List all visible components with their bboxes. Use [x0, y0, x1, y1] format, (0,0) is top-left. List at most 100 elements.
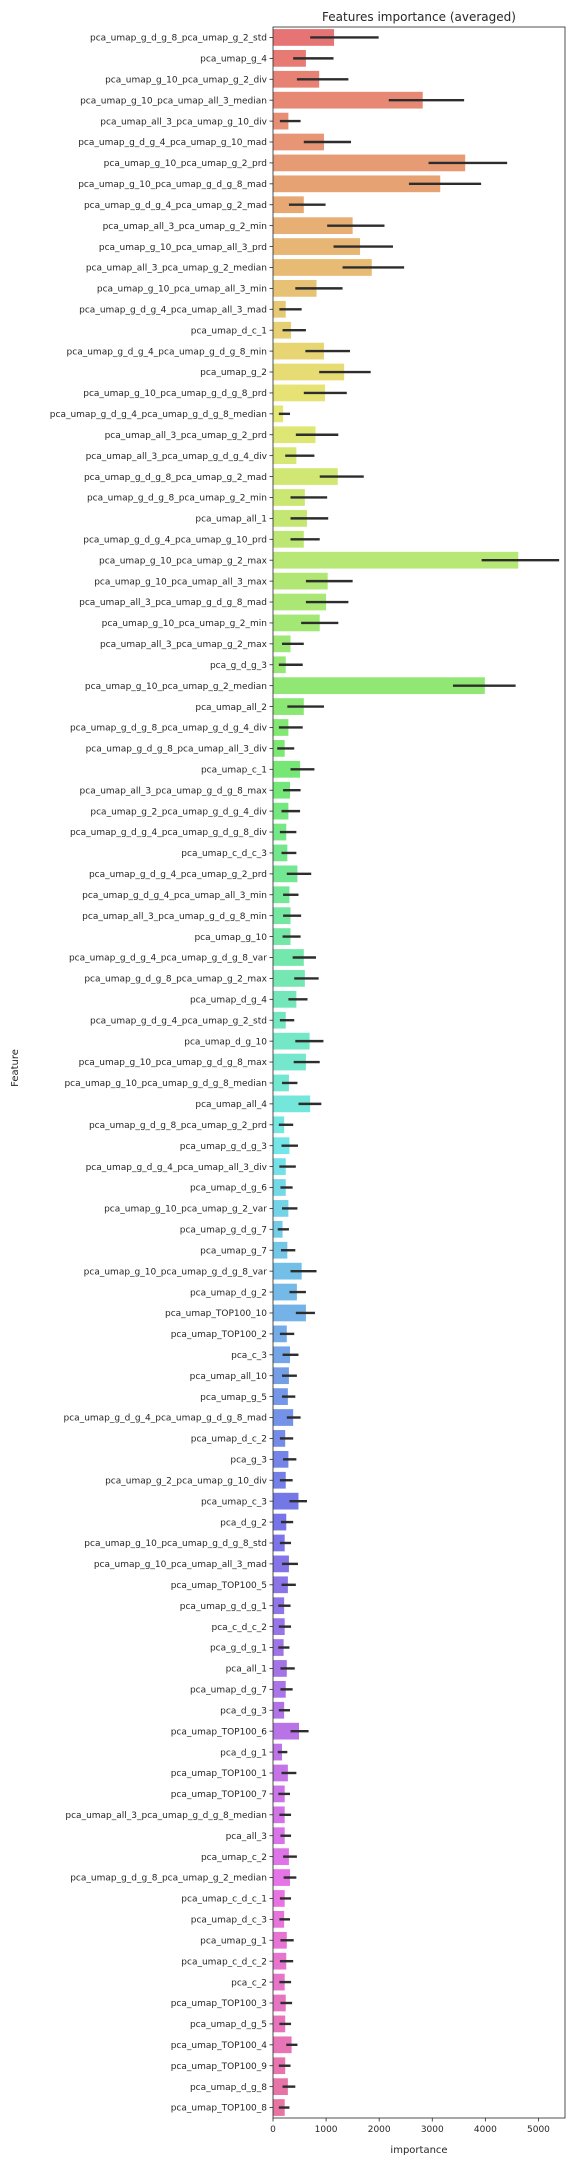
- bar: [273, 1576, 288, 1594]
- bar: [273, 321, 292, 339]
- bar: [273, 1513, 287, 1531]
- bar: [273, 510, 307, 527]
- y-tick-label: pca_umap_g_d_g_8_pca_umap_g_2_mad: [84, 473, 267, 483]
- bar: [273, 907, 291, 925]
- bar: [273, 1409, 294, 1426]
- y-tick-label: pca_umap_TOP100_1: [171, 1769, 267, 1779]
- bar: [273, 1179, 286, 1196]
- bar: [273, 823, 287, 841]
- y-tick-label: pca_umap_g_d_g_4_pca_umap_g_2_std: [90, 1016, 267, 1026]
- y-tick-label: pca_umap_all_2: [195, 703, 267, 713]
- y-tick-label: pca_umap_d_c_1: [191, 326, 267, 336]
- y-tick-label: pca_d_g_3: [220, 1706, 267, 1716]
- bar: [273, 426, 316, 444]
- y-tick-label: pca_d_g_1: [220, 1748, 267, 1758]
- y-tick-label: pca_umap_all_3_pca_umap_g_2_max: [100, 640, 268, 650]
- y-tick-label: pca_umap_g_10_pca_umap_g_d_g_8_mad: [78, 180, 267, 190]
- bar: [273, 29, 335, 46]
- y-tick-label: pca_umap_TOP100_7: [171, 1790, 267, 1800]
- y-tick-labels: pca_umap_g_d_g_8_pca_umap_g_2_std pca_uma…: [50, 34, 273, 2114]
- y-tick-label: pca_umap_g_d_g_4_pca_umap_all_3_div: [86, 1163, 268, 1173]
- y-tick-label: pca_umap_all_1: [195, 515, 267, 525]
- y-tick-label: pca_umap_all_10: [190, 1372, 268, 1382]
- bar: [273, 1241, 288, 1259]
- y-tick-label: pca_umap_all_3_pca_umap_g_d_g_8_min: [82, 912, 267, 922]
- y-tick-label: pca_umap_g_d_g_4_pca_umap_all_3_min: [82, 891, 267, 901]
- y-tick-label: pca_umap_TOP100_6: [171, 1727, 268, 1737]
- y-tick-label: pca_umap_c_d_c_2: [181, 1957, 267, 1967]
- bar: [273, 2015, 286, 2033]
- bar: [273, 1346, 290, 1364]
- y-tick-label: pca_umap_g_d_g_8_pca_umap_g_d_g_4_div: [70, 724, 268, 734]
- chart-title: Features importance (averaged): [322, 10, 516, 24]
- y-tick-label: pca_umap_g_d_g_4_pca_umap_g_10_mad: [78, 138, 267, 148]
- y-tick-label: pca_umap_all_3_pca_umap_g_d_g_4_div: [86, 452, 268, 462]
- bar: [273, 384, 326, 402]
- bar: [273, 1011, 286, 1029]
- y-tick-label: pca_g_d_g_3: [210, 661, 267, 671]
- y-tick-label: pca_umap_TOP100_9: [171, 2062, 268, 2072]
- y-tick-label: pca_umap_g_d_g_4_pca_umap_g_10_prd: [83, 535, 267, 545]
- bar: [273, 468, 338, 485]
- bar: [273, 342, 324, 360]
- bar: [273, 1116, 285, 1134]
- y-tick-label: pca_umap_g_10_pca_umap_g_2_prd: [104, 159, 267, 169]
- x-tick-label: 3000: [421, 2125, 444, 2135]
- y-tick-label: pca_umap_TOP100_5: [171, 1581, 267, 1591]
- bar: [273, 405, 284, 423]
- bar: [273, 447, 297, 465]
- y-tick-label: pca_umap_g_10_pca_umap_g_d_g_8_prd: [83, 389, 267, 399]
- bar: [273, 217, 353, 235]
- y-tick-label: pca_umap_g_d_g_4_pca_umap_g_d_g_8_div: [70, 828, 268, 838]
- bar: [273, 280, 317, 297]
- bar: [273, 1722, 300, 1740]
- y-tick-label: pca_umap_g_10_pca_umap_g_d_g_8_std: [84, 1539, 267, 1549]
- bar: [273, 572, 328, 590]
- bar: [273, 1430, 286, 1447]
- x-tick-label: 2000: [368, 2125, 391, 2135]
- bar: [273, 1053, 306, 1071]
- bar: [273, 1848, 289, 1865]
- y-tick-label: pca_umap_g_1: [200, 1936, 267, 1946]
- y-tick-label: pca_umap_g_2_pca_umap_g_d_g_4_div: [90, 807, 267, 817]
- bar: [273, 1952, 287, 1970]
- y-tick-label: pca_umap_g_d_g_8_pca_umap_g_2_median: [70, 1874, 267, 1884]
- x-tick-label: 5000: [527, 2125, 550, 2135]
- y-tick-label: pca_all_1: [226, 1665, 267, 1675]
- y-tick-label: pca_umap_all_3_pca_umap_g_10_div: [100, 117, 267, 127]
- bar: [273, 677, 485, 695]
- y-tick-label: pca_umap_g_d_g_8_pca_umap_g_2_max: [84, 975, 267, 985]
- y-tick-label: pca_umap_g_d_g_8_pca_umap_g_2_std: [90, 34, 267, 44]
- bar: [273, 530, 304, 548]
- y-tick-label: pca_umap_g_10_pca_umap_g_2_median: [85, 682, 267, 692]
- bar: [273, 91, 423, 109]
- bar: [273, 1283, 297, 1301]
- y-tick-label: pca_umap_g_10_pca_umap_g_d_g_8_median: [64, 1079, 267, 1089]
- bar: [273, 133, 324, 151]
- bar: [273, 551, 519, 569]
- y-tick-label: pca_umap_g_d_g_4_pca_umap_g_d_g_8_min: [67, 347, 267, 357]
- x-axis-label: importance: [390, 2145, 447, 2156]
- y-tick-label: pca_umap_all_3_pca_umap_g_d_g_8_max: [80, 786, 268, 796]
- y-tick-label: pca_umap_g_10: [194, 933, 267, 943]
- y-tick-label: pca_umap_g_10_pca_umap_all_3_mad: [94, 1560, 267, 1570]
- y-tick-label: pca_umap_all_3_pca_umap_g_2_median: [86, 264, 267, 274]
- y-tick-label: pca_umap_TOP100_10: [165, 1309, 267, 1319]
- bar: [273, 1032, 310, 1050]
- bar: [273, 886, 290, 904]
- bar: [273, 1262, 302, 1280]
- y-tick-label: pca_umap_c_3: [201, 1497, 267, 1507]
- x-tick-label: 0: [270, 2125, 276, 2135]
- y-tick-label: pca_g_3: [230, 1456, 267, 1466]
- y-tick-label: pca_umap_g_10_pca_umap_g_d_g_8_max: [79, 1058, 268, 1068]
- bar: [273, 70, 320, 88]
- bar: [273, 593, 327, 611]
- y-tick-label: pca_umap_g_4: [200, 55, 267, 65]
- y-tick-label: pca_c_d_c_2: [211, 1623, 267, 1633]
- y-tick-label: pca_umap_d_g_7: [190, 1686, 267, 1696]
- bar: [273, 50, 306, 67]
- bar: [273, 1471, 286, 1489]
- bar: [273, 1137, 290, 1155]
- y-axis-label: Feature: [10, 1049, 21, 1087]
- bar: [273, 1660, 287, 1677]
